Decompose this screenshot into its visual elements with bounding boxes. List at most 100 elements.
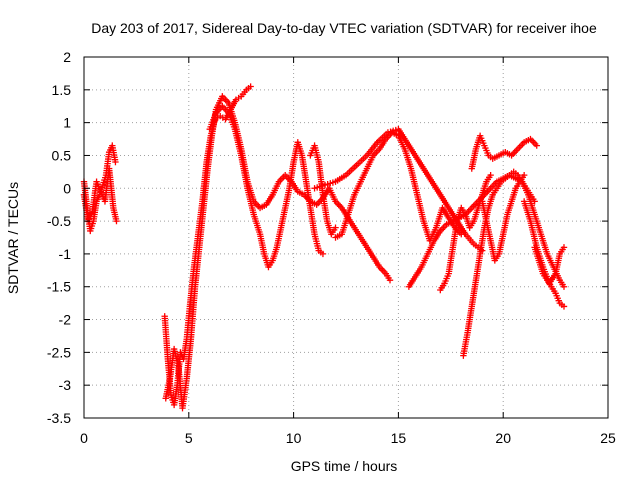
series-trace-markers bbox=[429, 180, 443, 197]
series-trace-markers bbox=[299, 154, 310, 183]
data-point bbox=[487, 171, 494, 179]
series-trace-markers bbox=[266, 259, 275, 269]
series-trace-markers bbox=[296, 189, 306, 197]
y-tick-label: 1.5 bbox=[52, 82, 72, 98]
series-trace-markers bbox=[532, 246, 542, 262]
series-trace-markers bbox=[352, 180, 363, 196]
y-tick-label: -3.5 bbox=[47, 410, 71, 426]
data-point bbox=[332, 224, 339, 231]
series-trace-markers bbox=[528, 137, 539, 148]
data-series bbox=[80, 83, 568, 412]
series-trace-markers bbox=[532, 213, 544, 236]
series-trace-markers bbox=[479, 180, 489, 196]
series-trace-markers bbox=[470, 199, 480, 210]
series-trace-markers bbox=[346, 216, 357, 229]
series-trace-markers bbox=[334, 232, 343, 240]
series-trace-markers bbox=[196, 206, 207, 249]
series-arc-d1 bbox=[311, 126, 486, 254]
series-trace-markers bbox=[490, 187, 499, 196]
series-trace-markers bbox=[484, 174, 493, 183]
series-trace-markers bbox=[545, 252, 556, 269]
series-trace-markers bbox=[307, 206, 318, 236]
series-trace-markers bbox=[200, 167, 211, 209]
series-trace-markers bbox=[214, 104, 224, 115]
data-point bbox=[560, 244, 568, 251]
series-trace-markers bbox=[495, 180, 503, 190]
data-point bbox=[560, 303, 568, 310]
series-trace-markers bbox=[524, 187, 533, 196]
series-trace-markers bbox=[523, 136, 532, 145]
series-trace-markers bbox=[396, 134, 407, 150]
series-trace-markers bbox=[518, 174, 526, 183]
series-trace-markers bbox=[161, 315, 171, 360]
series-trace-markers bbox=[402, 147, 414, 170]
series-trace-markers bbox=[421, 167, 434, 184]
series-trace-markers bbox=[252, 199, 262, 210]
x-tick-label: 5 bbox=[185, 430, 193, 446]
data-point bbox=[319, 250, 327, 258]
series-trace-markers bbox=[384, 272, 392, 282]
x-tick-label: 20 bbox=[495, 430, 511, 446]
series-trace-markers bbox=[450, 220, 460, 249]
y-tick-label: -1.5 bbox=[47, 279, 71, 295]
series-trace-markers bbox=[320, 193, 330, 223]
series-arc-f2 bbox=[531, 244, 568, 310]
series-trace-markers bbox=[232, 128, 244, 157]
series-arc-a2 bbox=[80, 165, 120, 225]
x-tick-label: 15 bbox=[391, 430, 407, 446]
series-trace-markers bbox=[528, 193, 537, 203]
series-trace-markers bbox=[244, 187, 257, 216]
series-trace-markers bbox=[264, 193, 275, 206]
series-trace-markers bbox=[396, 127, 409, 144]
series-trace-markers bbox=[497, 150, 507, 158]
series-trace-markers bbox=[251, 213, 263, 236]
series-trace-markers bbox=[495, 176, 505, 184]
series-trace-markers bbox=[404, 141, 418, 157]
series-trace-markers bbox=[308, 144, 317, 157]
series-arc-e5 bbox=[479, 171, 528, 264]
y-tick-label: -1 bbox=[59, 246, 72, 262]
series-trace-markers bbox=[493, 252, 501, 262]
series-trace-markers bbox=[477, 226, 488, 255]
series-trace-markers bbox=[371, 255, 382, 269]
x-axis-label: GPS time / hours bbox=[291, 458, 398, 474]
series-trace-markers bbox=[179, 377, 190, 410]
data-point bbox=[386, 276, 394, 284]
series-trace-markers bbox=[344, 163, 358, 177]
series-trace-markers bbox=[468, 279, 479, 308]
series-trace-markers bbox=[100, 174, 109, 186]
series-trace-markers bbox=[355, 153, 369, 167]
series-arc-e4 bbox=[468, 132, 540, 172]
series-trace-markers bbox=[557, 246, 566, 255]
y-axis-label: SDTVAR / TECUs bbox=[5, 182, 21, 294]
series-trace-markers bbox=[545, 279, 554, 288]
y-tick-label: -2.5 bbox=[47, 344, 71, 360]
series-trace-markers bbox=[371, 147, 382, 158]
series-trace-markers bbox=[339, 213, 351, 236]
series-trace-markers bbox=[527, 220, 540, 249]
series-trace-markers bbox=[94, 193, 102, 203]
series-trace-markers bbox=[513, 180, 522, 190]
series-trace-markers bbox=[94, 180, 103, 193]
series-trace-markers bbox=[413, 154, 426, 170]
series-trace-markers bbox=[413, 265, 424, 279]
data-point bbox=[458, 231, 465, 238]
series-trace-markers bbox=[86, 210, 95, 222]
series-trace-markers bbox=[482, 144, 491, 157]
x-tick-label: 25 bbox=[600, 430, 616, 446]
series-trace-markers bbox=[464, 305, 475, 334]
series-trace-markers bbox=[408, 167, 420, 196]
series-trace-markers bbox=[258, 202, 268, 211]
series-trace-markers bbox=[238, 154, 251, 190]
series-trace-markers bbox=[521, 200, 533, 223]
series-trace-markers bbox=[557, 279, 566, 288]
series-trace-markers bbox=[303, 180, 314, 209]
series-trace-markers bbox=[226, 111, 238, 131]
series-arc-c1 bbox=[206, 103, 327, 271]
series-trace-markers bbox=[406, 275, 418, 288]
series-trace-markers bbox=[442, 272, 451, 285]
series-trace-markers bbox=[204, 134, 215, 170]
series-trace-markers bbox=[220, 94, 231, 105]
series-trace-markers bbox=[488, 180, 499, 190]
